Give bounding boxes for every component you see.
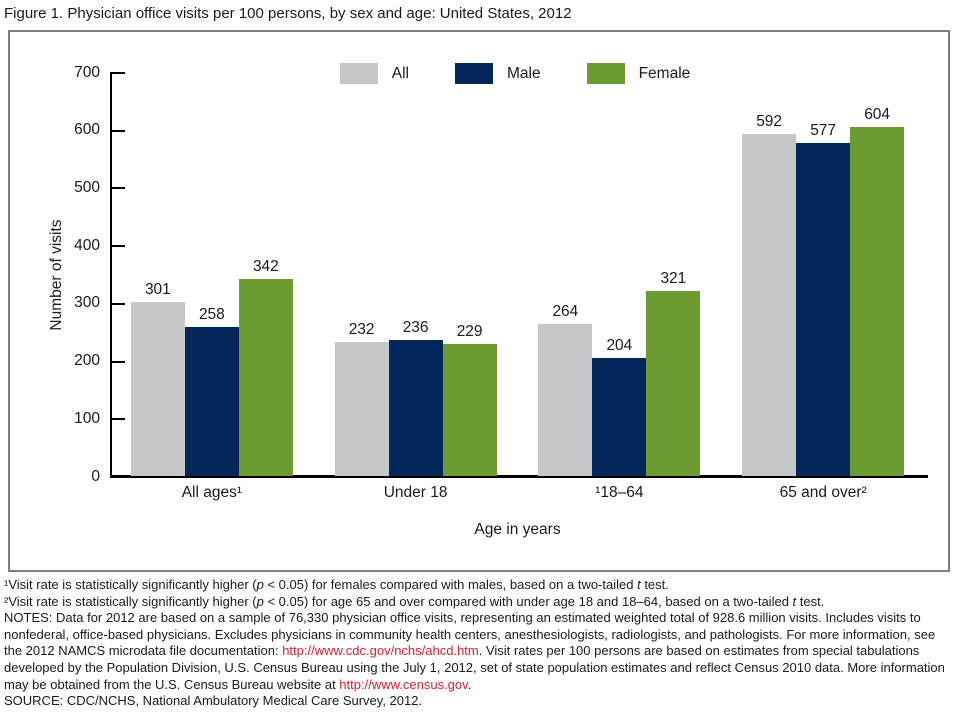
- y-tick: [112, 72, 125, 74]
- notes: NOTES: Data for 2012 are based on a samp…: [4, 610, 954, 693]
- bar-value-label: 592: [756, 113, 783, 131]
- legend-item-female: Female: [586, 63, 691, 84]
- footnote-text: NOTES: Data for 2012 are based on a samp…: [4, 610, 936, 659]
- bar-female: 342: [238, 258, 293, 476]
- x-axis-line: [110, 475, 928, 478]
- chart-frame: All Male Female Number of visits 0 100 200 30…: [8, 30, 950, 572]
- footnote-text: ¹Visit rate is statistically significant…: [4, 577, 257, 592]
- y-tick-label: 100: [74, 409, 100, 427]
- legend-label-female: Female: [638, 64, 691, 82]
- chart-legend: All Male Female: [110, 63, 920, 84]
- y-tick-label: 600: [74, 121, 100, 139]
- bar-all: 232: [334, 321, 389, 476]
- bar-value-label: 258: [198, 306, 225, 324]
- bar-male: 577: [796, 122, 851, 476]
- footnotes: ¹Visit rate is statistically significant…: [4, 577, 954, 710]
- y-tick-label: 300: [74, 294, 100, 312]
- footnote-text: t: [792, 593, 797, 609]
- footnote-text: . Visit rates per 100 persons are based …: [4, 643, 945, 692]
- footnote-text: t: [637, 577, 641, 592]
- y-tick: [112, 302, 125, 305]
- bar-value-label: 604: [864, 106, 891, 124]
- y-tick-label: 0: [91, 467, 100, 485]
- legend-swatch-male: [454, 63, 493, 84]
- y-tick: [112, 360, 125, 363]
- bar-group: 232 236 229: [314, 319, 518, 476]
- bar-all: 264: [538, 303, 593, 476]
- y-tick-label: 500: [74, 178, 100, 196]
- bar-value-label: 232: [348, 321, 375, 339]
- x-axis-title: Age in years: [474, 521, 561, 538]
- footnote-text: p: [256, 577, 264, 592]
- footnote-1: ¹Visit rate is statistically significant…: [4, 577, 954, 594]
- bar-value-label: 577: [810, 122, 837, 139]
- bar-female: 321: [646, 270, 701, 476]
- y-tick-label: 200: [74, 352, 100, 370]
- bar-value-label: 301: [144, 281, 171, 299]
- y-tick-label: 700: [74, 63, 100, 81]
- bar-value-label: 204: [606, 337, 633, 355]
- bar-group: 592 577 604: [721, 106, 925, 476]
- footnote-text: ²Visit rate is statistically significant…: [4, 593, 257, 609]
- bar-plot-area: 301 258 342 232 236 229 264 204 321 592 577 604: [110, 72, 925, 476]
- y-tick: [112, 187, 125, 190]
- x-category-label: 65 and over²: [779, 484, 867, 501]
- footnote-link[interactable]: http://www.cdc.gov/nchs/ahcd.htm: [282, 643, 479, 659]
- bar-male: 258: [184, 306, 239, 476]
- bar-value-label: 342: [252, 257, 279, 275]
- bar-male: 204: [592, 337, 647, 476]
- footnote-2: ²Visit rate is statistically significant…: [4, 594, 954, 611]
- bar-group: 264 204 321: [518, 270, 722, 476]
- footnote-text: test.: [640, 577, 669, 592]
- x-category-label: ¹18–64: [595, 484, 644, 501]
- footnote-text: SOURCE: CDC/NCHS, National Ambulatory Me…: [4, 693, 423, 709]
- legend-label-all: All: [391, 64, 409, 82]
- y-tick-label: 400: [74, 236, 100, 254]
- y-axis-line: [110, 72, 112, 478]
- legend-swatch-female: [586, 63, 625, 84]
- footnote-text: .: [467, 676, 472, 692]
- bar-value-label: 264: [552, 302, 579, 320]
- bar-value-label: 321: [660, 269, 687, 287]
- y-tick: [112, 245, 125, 248]
- legend-label-male: Male: [506, 64, 541, 82]
- bar-female: 604: [850, 106, 905, 476]
- bar-female: 229: [442, 323, 497, 476]
- x-category-label: Under 18: [383, 484, 448, 501]
- figure-title: Figure 1. Physician office visits per 10…: [4, 5, 572, 22]
- legend-item-all: All: [339, 63, 409, 84]
- bar-value-label: 229: [456, 322, 483, 340]
- bar-value-label: 236: [402, 318, 429, 336]
- y-tick: [112, 418, 125, 421]
- source: SOURCE: CDC/NCHS, National Ambulatory Me…: [4, 693, 954, 710]
- y-tick: [112, 129, 125, 132]
- x-axis-category-labels: All ages¹ Under 18 ¹18–64 65 and over²: [110, 484, 925, 502]
- footnote-text: < 0.05) for females compared with males,…: [263, 577, 638, 592]
- legend-item-male: Male: [454, 63, 541, 84]
- x-category-label: All ages¹: [181, 484, 243, 501]
- footnote-link[interactable]: http://www.census.gov: [339, 676, 468, 692]
- footnote-text: p: [256, 593, 264, 609]
- bar-all: 592: [742, 113, 797, 476]
- footnote-text: < 0.05) for age 65 and over compared wit…: [263, 593, 793, 609]
- footnote-text: test.: [796, 593, 825, 609]
- bar-male: 236: [388, 319, 443, 476]
- bar-group: 301 258 342: [110, 258, 314, 476]
- legend-swatch-all: [339, 63, 378, 84]
- bar-all: 301: [130, 281, 185, 476]
